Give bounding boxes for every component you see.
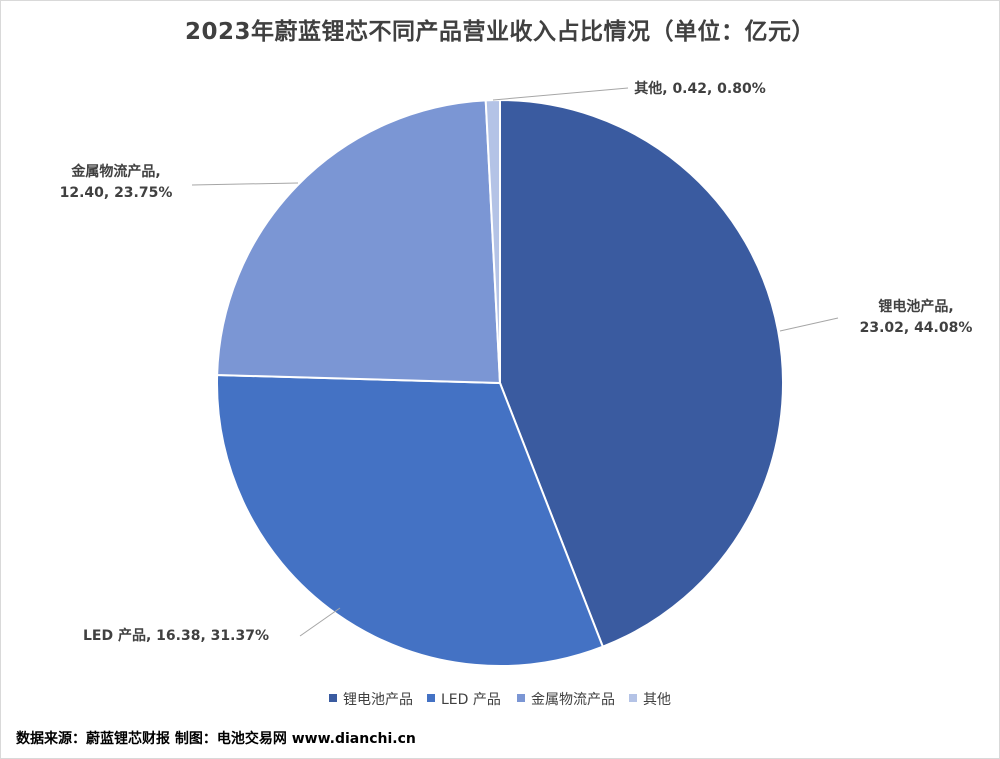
pie-slice-1 <box>216 373 605 667</box>
data-label-2-line-1: 12.40, 23.75% <box>60 185 173 201</box>
legend-label-3: 其他 <box>643 692 671 708</box>
leader-lines <box>191 87 839 637</box>
legend-swatch-0 <box>329 694 337 702</box>
data-labels: 锂电池产品, 23.02, 44.08% LED 产品, 16.38, 31.37%… <box>60 80 973 644</box>
pie-slice-0 <box>499 98 784 648</box>
legend-label-0: 锂电池产品 <box>343 692 413 708</box>
legend-swatch-1 <box>427 694 435 702</box>
source-note: 数据来源：蔚蓝锂芯财报 制图：电池交易网 www.dianchi.cn <box>16 731 416 747</box>
leader-line-2 <box>191 182 299 186</box>
leader-line-1 <box>299 607 341 637</box>
legend-label-1: LED 产品 <box>441 692 501 708</box>
data-label-3-line-0: 其他, 0.42, 0.80% <box>634 80 766 97</box>
legend-label-2: 金属物流产品 <box>531 692 615 708</box>
data-label-0-line-1: 23.02, 44.08% <box>860 320 973 336</box>
leader-line-0 <box>779 317 839 332</box>
legend-swatch-2 <box>517 694 525 702</box>
chart-title: 2023年蔚蓝锂芯不同产品营业收入占比情况（单位：亿元） <box>184 19 815 45</box>
leader-line-3 <box>492 87 629 101</box>
data-label-2-line-0: 金属物流产品, <box>70 163 160 180</box>
data-label-0-line-0: 锂电池产品, <box>878 298 953 315</box>
legend-swatch-3 <box>629 694 637 702</box>
legend: 锂电池产品 LED 产品 金属物流产品 其他 <box>329 692 671 708</box>
pie-slices <box>216 98 784 667</box>
pie-slice-2 <box>216 99 502 385</box>
data-label-1-line-0: LED 产品, 16.38, 31.37% <box>83 627 269 644</box>
pie-slice-3 <box>484 98 501 384</box>
